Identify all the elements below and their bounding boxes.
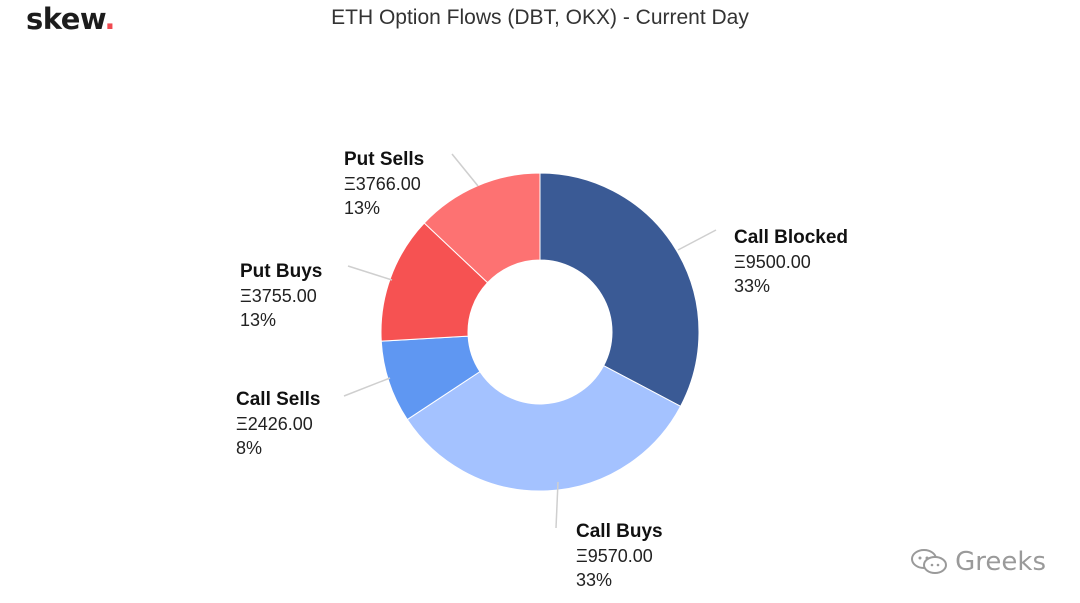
chat-bubbles-icon <box>911 549 948 574</box>
leader-line <box>555 481 559 529</box>
label-value: Ξ3766.00 <box>344 174 421 194</box>
label-percent: 13% <box>240 310 276 330</box>
slice-call-buys[interactable] <box>406 364 682 492</box>
label-percent: 13% <box>344 198 380 218</box>
label-name: Call Buys <box>576 521 663 542</box>
label-value: Ξ9500.00 <box>734 252 811 272</box>
chart-title: ETH Option Flows (DBT, OKX) - Current Da… <box>331 6 749 29</box>
label-name: Call Blocked <box>734 227 848 248</box>
label-name: Put Sells <box>344 149 424 170</box>
label-percent: 33% <box>576 570 612 590</box>
watermark-text: Greeks <box>955 547 1046 577</box>
data-label: Call Sells Ξ2426.00 8% <box>236 389 321 458</box>
leader-line <box>347 265 393 281</box>
data-label: Put Buys Ξ3755.00 13% <box>240 261 322 330</box>
leader-line <box>343 377 391 397</box>
data-label: Put Sells Ξ3766.00 13% <box>344 149 424 218</box>
label-name: Call Sells <box>236 389 321 410</box>
label-percent: 33% <box>734 276 770 296</box>
data-label: Call Blocked Ξ9500.00 33% <box>734 227 848 296</box>
slice-call-blocked[interactable] <box>539 172 700 407</box>
logo-text: skew <box>26 2 105 36</box>
label-percent: 8% <box>236 438 262 458</box>
slice-put-sells[interactable] <box>423 172 541 284</box>
leader-line <box>451 153 479 187</box>
data-label: Call Buys Ξ9570.00 33% <box>576 521 663 590</box>
label-value: Ξ2426.00 <box>236 414 313 434</box>
logo-dot: . <box>104 2 115 36</box>
watermark: Greeks <box>909 547 1046 577</box>
skew-logo: skew. <box>26 2 115 36</box>
label-value: Ξ3755.00 <box>240 286 317 306</box>
leader-line <box>677 229 717 251</box>
label-name: Put Buys <box>240 261 322 282</box>
label-value: Ξ9570.00 <box>576 546 653 566</box>
